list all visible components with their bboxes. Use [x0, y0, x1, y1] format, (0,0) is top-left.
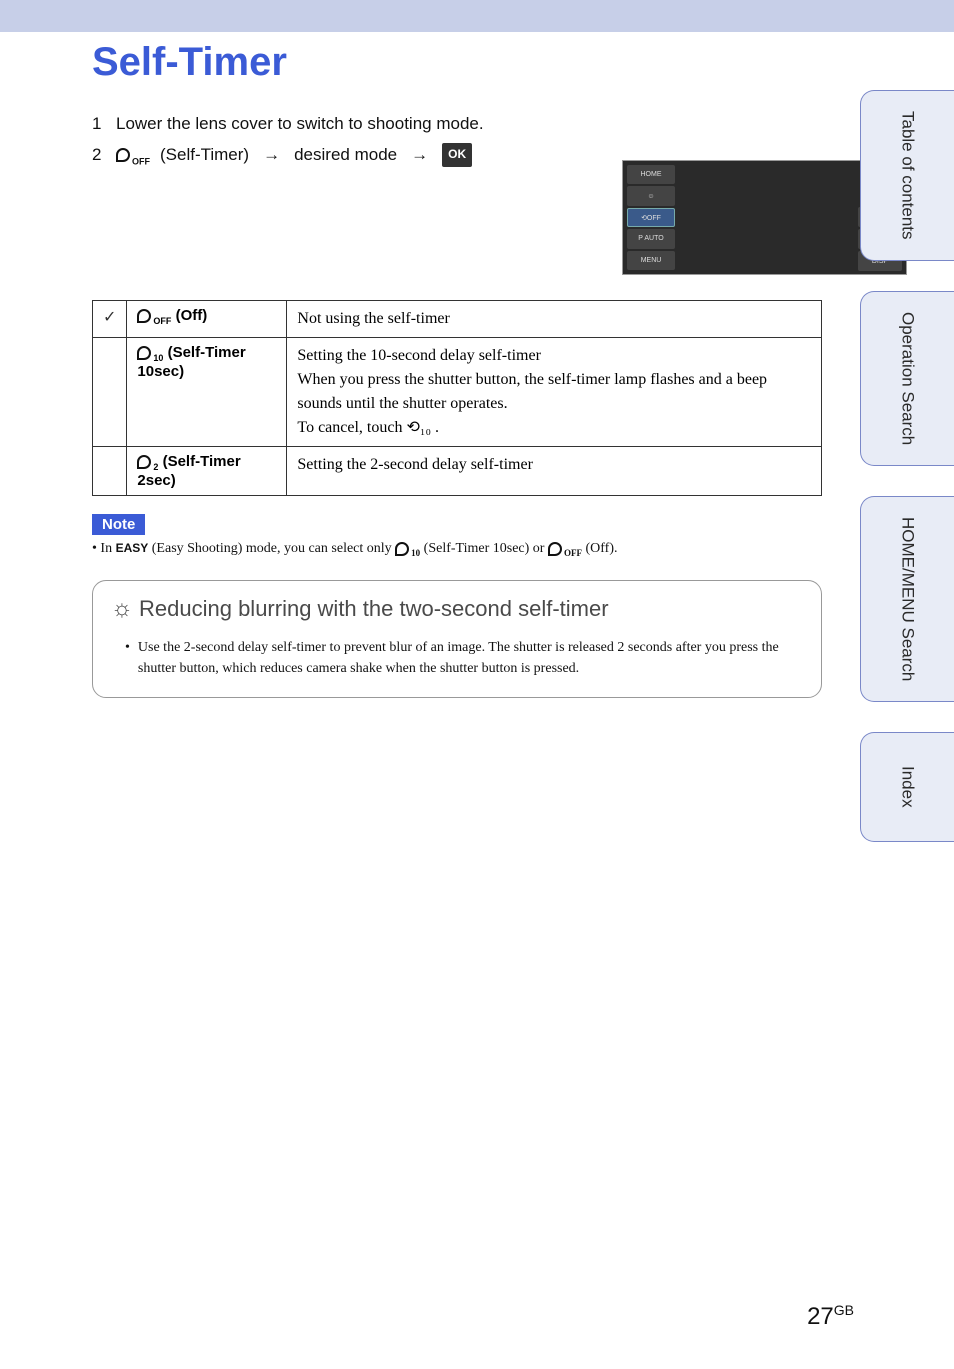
check-cell	[93, 301, 127, 338]
self-timer-icon	[548, 542, 562, 556]
tip-body-text: Use the 2-second delay self-timer to pre…	[138, 637, 803, 679]
bulb-icon: ☼	[111, 595, 133, 623]
scr-menu-button: MENU	[627, 251, 675, 270]
main-content: Self-Timer 1 Lower the lens cover to swi…	[92, 40, 822, 698]
option-label-cell: OFF (Off)	[127, 301, 287, 338]
table-row: OFF (Off) Not using the self-timer	[93, 301, 822, 338]
header-band	[0, 0, 954, 32]
scr-timer-button: ⟲OFF	[627, 208, 675, 227]
desc-line: Setting the 10-second delay self-timer	[297, 344, 811, 368]
table-row: 10 (Self-Timer 10sec) Setting the 10-sec…	[93, 338, 822, 447]
option-desc: Setting the 2-second delay self-timer	[287, 447, 822, 496]
arrow-icon: →	[407, 140, 432, 171]
tab-home-menu-search[interactable]: HOME/MENU Search	[860, 496, 954, 702]
self-timer-icon	[137, 309, 151, 323]
step-label: (Self-Timer)	[160, 140, 249, 171]
scr-home-button: HOME	[627, 165, 675, 184]
self-timer-icon	[137, 346, 151, 360]
bullet-icon: •	[125, 637, 130, 679]
step-number: 2	[92, 140, 106, 171]
tip-body: •Use the 2-second delay self-timer to pr…	[111, 637, 803, 679]
check-cell	[93, 338, 127, 447]
option-label: (Off)	[176, 307, 208, 324]
step-row: 1 Lower the lens cover to switch to shoo…	[92, 109, 822, 140]
tip-title: ☼ Reducing blurring with the two-second …	[111, 595, 803, 623]
scr-smile-button: ☺	[627, 186, 675, 205]
arrow-icon: →	[259, 140, 284, 171]
check-cell	[93, 447, 127, 496]
self-timer-icon	[395, 542, 409, 556]
option-label-cell: 10 (Self-Timer 10sec)	[127, 338, 287, 447]
option-desc: Setting the 10-second delay self-timer W…	[287, 338, 822, 447]
ok-badge: OK	[442, 143, 472, 167]
option-label-cell: 2 (Self-Timer 2sec)	[127, 447, 287, 496]
self-timer-icon: OFF	[116, 140, 150, 171]
scr-mode-button: P AUTO	[627, 229, 675, 248]
self-timer-icon	[137, 455, 151, 469]
easy-label: EASY	[116, 541, 149, 555]
step-number: 1	[92, 109, 106, 140]
tip-box: ☼ Reducing blurring with the two-second …	[92, 580, 822, 698]
note-text: • In EASY (Easy Shooting) mode, you can …	[92, 541, 822, 558]
tab-operation-search[interactable]: Operation Search	[860, 291, 954, 466]
note-badge: Note	[92, 514, 145, 535]
side-navigation: Table of contents Operation Search HOME/…	[860, 90, 954, 842]
table-row: 2 (Self-Timer 2sec) Setting the 2-second…	[93, 447, 822, 496]
tab-toc[interactable]: Table of contents	[860, 90, 954, 261]
desc-line: To cancel, touch ⟲₁₀ .	[297, 416, 811, 440]
page-title: Self-Timer	[92, 40, 822, 85]
page-number: 27GB	[807, 1302, 854, 1331]
tip-title-text: Reducing blurring with the two-second se…	[139, 596, 609, 622]
check-icon	[103, 309, 116, 326]
option-desc: Not using the self-timer	[287, 301, 822, 338]
step-middle: desired mode	[294, 140, 397, 171]
step-text: Lower the lens cover to switch to shooti…	[116, 109, 484, 140]
desc-line: When you press the shutter button, the s…	[297, 368, 811, 416]
options-table: OFF (Off) Not using the self-timer 10 (S…	[92, 300, 822, 496]
tab-index[interactable]: Index	[860, 732, 954, 842]
